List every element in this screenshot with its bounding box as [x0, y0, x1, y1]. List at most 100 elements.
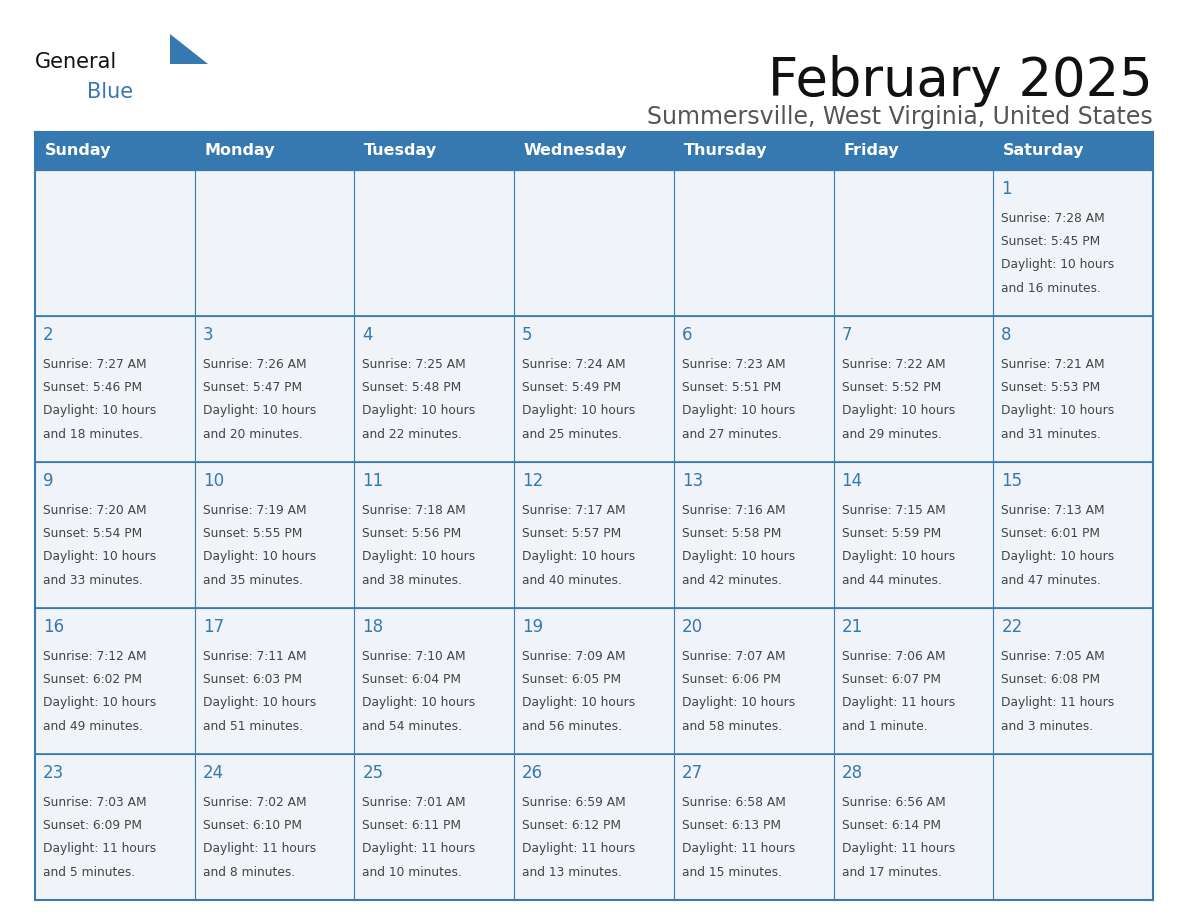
- Text: Sunrise: 7:16 AM: Sunrise: 7:16 AM: [682, 504, 785, 518]
- Bar: [993, 170, 1154, 316]
- Text: Sunset: 5:55 PM: Sunset: 5:55 PM: [203, 528, 302, 541]
- Text: Sunset: 5:49 PM: Sunset: 5:49 PM: [523, 381, 621, 395]
- Text: 16: 16: [43, 618, 64, 636]
- Text: Sunset: 5:56 PM: Sunset: 5:56 PM: [362, 528, 462, 541]
- Text: Saturday: Saturday: [1003, 143, 1085, 159]
- Text: 11: 11: [362, 472, 384, 490]
- Text: Daylight: 10 hours: Daylight: 10 hours: [682, 697, 795, 710]
- Text: Sunrise: 7:22 AM: Sunrise: 7:22 AM: [841, 358, 946, 372]
- Text: and 38 minutes.: and 38 minutes.: [362, 574, 462, 587]
- Bar: [834, 608, 993, 754]
- Text: and 13 minutes.: and 13 minutes.: [523, 866, 623, 879]
- Bar: [195, 462, 354, 608]
- Text: Sunset: 5:48 PM: Sunset: 5:48 PM: [362, 381, 462, 395]
- Text: Sunrise: 7:01 AM: Sunrise: 7:01 AM: [362, 796, 466, 810]
- Text: Thursday: Thursday: [683, 143, 767, 159]
- Text: Sunset: 6:08 PM: Sunset: 6:08 PM: [1001, 674, 1100, 687]
- Text: and 8 minutes.: and 8 minutes.: [203, 866, 295, 879]
- Text: Sunset: 5:59 PM: Sunset: 5:59 PM: [841, 528, 941, 541]
- Text: and 29 minutes.: and 29 minutes.: [841, 428, 941, 441]
- Text: Sunrise: 7:02 AM: Sunrise: 7:02 AM: [203, 796, 307, 810]
- Bar: [195, 608, 354, 754]
- Bar: [834, 132, 993, 170]
- Text: Daylight: 11 hours: Daylight: 11 hours: [682, 843, 795, 856]
- Bar: [514, 608, 674, 754]
- Text: Wednesday: Wednesday: [524, 143, 627, 159]
- Text: 26: 26: [523, 764, 543, 782]
- Text: Sunrise: 7:11 AM: Sunrise: 7:11 AM: [203, 650, 307, 664]
- Text: 12: 12: [523, 472, 543, 490]
- Text: Daylight: 10 hours: Daylight: 10 hours: [362, 405, 475, 418]
- Text: Daylight: 10 hours: Daylight: 10 hours: [362, 697, 475, 710]
- Text: Sunset: 5:47 PM: Sunset: 5:47 PM: [203, 381, 302, 395]
- Bar: [514, 754, 674, 900]
- Text: 19: 19: [523, 618, 543, 636]
- Text: and 16 minutes.: and 16 minutes.: [1001, 282, 1101, 295]
- Text: 23: 23: [43, 764, 64, 782]
- Text: and 58 minutes.: and 58 minutes.: [682, 720, 782, 733]
- Text: Sunrise: 7:26 AM: Sunrise: 7:26 AM: [203, 358, 307, 372]
- Text: Daylight: 10 hours: Daylight: 10 hours: [841, 551, 955, 564]
- Bar: [34, 170, 195, 316]
- Bar: [195, 754, 354, 900]
- Text: 9: 9: [43, 472, 53, 490]
- Text: Sunset: 6:05 PM: Sunset: 6:05 PM: [523, 674, 621, 687]
- Text: Sunrise: 7:06 AM: Sunrise: 7:06 AM: [841, 650, 946, 664]
- Text: and 1 minute.: and 1 minute.: [841, 720, 927, 733]
- Text: Daylight: 11 hours: Daylight: 11 hours: [841, 697, 955, 710]
- Text: Sunrise: 7:10 AM: Sunrise: 7:10 AM: [362, 650, 466, 664]
- Bar: [354, 462, 514, 608]
- Bar: [195, 132, 354, 170]
- Text: and 40 minutes.: and 40 minutes.: [523, 574, 623, 587]
- Text: Sunset: 6:03 PM: Sunset: 6:03 PM: [203, 674, 302, 687]
- Text: and 47 minutes.: and 47 minutes.: [1001, 574, 1101, 587]
- Bar: [514, 132, 674, 170]
- Text: 18: 18: [362, 618, 384, 636]
- Text: Daylight: 10 hours: Daylight: 10 hours: [203, 405, 316, 418]
- Text: Daylight: 10 hours: Daylight: 10 hours: [43, 551, 157, 564]
- Bar: [514, 316, 674, 462]
- Text: 21: 21: [841, 618, 862, 636]
- Text: Sunrise: 7:13 AM: Sunrise: 7:13 AM: [1001, 504, 1105, 518]
- Text: and 56 minutes.: and 56 minutes.: [523, 720, 623, 733]
- Text: Daylight: 10 hours: Daylight: 10 hours: [203, 697, 316, 710]
- Text: Sunset: 5:54 PM: Sunset: 5:54 PM: [43, 528, 143, 541]
- Text: Daylight: 11 hours: Daylight: 11 hours: [1001, 697, 1114, 710]
- Bar: [993, 462, 1154, 608]
- Text: and 5 minutes.: and 5 minutes.: [43, 866, 135, 879]
- Bar: [195, 316, 354, 462]
- Bar: [674, 608, 834, 754]
- Text: Sunset: 6:14 PM: Sunset: 6:14 PM: [841, 820, 941, 833]
- Text: 25: 25: [362, 764, 384, 782]
- Bar: [34, 316, 195, 462]
- Text: and 49 minutes.: and 49 minutes.: [43, 720, 143, 733]
- Text: 28: 28: [841, 764, 862, 782]
- Text: Sunrise: 7:12 AM: Sunrise: 7:12 AM: [43, 650, 146, 664]
- Text: Sunset: 6:12 PM: Sunset: 6:12 PM: [523, 820, 621, 833]
- Text: 15: 15: [1001, 472, 1023, 490]
- Text: and 42 minutes.: and 42 minutes.: [682, 574, 782, 587]
- Text: Sunset: 5:51 PM: Sunset: 5:51 PM: [682, 381, 781, 395]
- Text: Sunset: 6:04 PM: Sunset: 6:04 PM: [362, 674, 461, 687]
- Bar: [993, 132, 1154, 170]
- Text: and 20 minutes.: and 20 minutes.: [203, 428, 303, 441]
- Text: Daylight: 11 hours: Daylight: 11 hours: [841, 843, 955, 856]
- Text: Sunrise: 6:58 AM: Sunrise: 6:58 AM: [682, 796, 785, 810]
- Text: Sunset: 6:10 PM: Sunset: 6:10 PM: [203, 820, 302, 833]
- Text: Daylight: 10 hours: Daylight: 10 hours: [841, 405, 955, 418]
- Bar: [834, 754, 993, 900]
- Text: 4: 4: [362, 326, 373, 344]
- Text: Monday: Monday: [204, 143, 274, 159]
- Bar: [834, 170, 993, 316]
- Text: Sunset: 5:52 PM: Sunset: 5:52 PM: [841, 381, 941, 395]
- Bar: [34, 754, 195, 900]
- Text: Sunrise: 7:28 AM: Sunrise: 7:28 AM: [1001, 212, 1105, 225]
- Text: Friday: Friday: [843, 143, 899, 159]
- Text: Sunset: 5:46 PM: Sunset: 5:46 PM: [43, 381, 143, 395]
- Bar: [354, 316, 514, 462]
- Text: Sunrise: 7:20 AM: Sunrise: 7:20 AM: [43, 504, 146, 518]
- Text: Sunrise: 6:56 AM: Sunrise: 6:56 AM: [841, 796, 946, 810]
- Text: Daylight: 10 hours: Daylight: 10 hours: [523, 697, 636, 710]
- Text: and 3 minutes.: and 3 minutes.: [1001, 720, 1093, 733]
- Text: Daylight: 10 hours: Daylight: 10 hours: [682, 405, 795, 418]
